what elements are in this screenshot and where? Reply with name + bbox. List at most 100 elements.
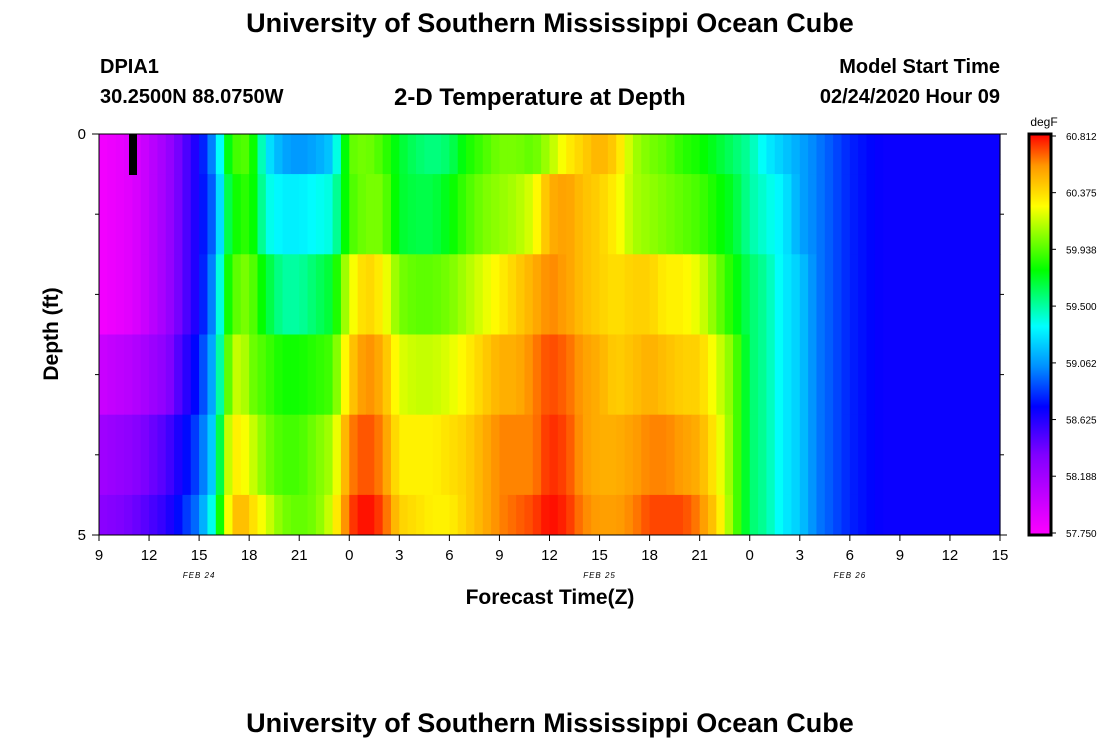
heatmap-cell <box>916 134 926 175</box>
heatmap-cell <box>349 134 359 175</box>
heatmap-cell <box>499 174 509 255</box>
heatmap-cell <box>791 134 801 175</box>
heatmap-cell <box>974 134 984 175</box>
heatmap-cell <box>858 414 868 496</box>
heatmap-cell <box>691 494 701 536</box>
heatmap-cell <box>599 254 609 335</box>
heatmap-cell <box>824 134 834 175</box>
heatmap-cell <box>282 414 292 496</box>
heatmap-cell <box>290 334 300 416</box>
heatmap-cell <box>257 414 267 496</box>
heatmap-cell <box>374 334 384 416</box>
heatmap-cell <box>624 414 634 496</box>
heatmap-cell <box>265 254 275 335</box>
heatmap-cell <box>949 134 959 175</box>
heatmap-cell <box>249 174 259 255</box>
heatmap-cell <box>474 174 484 255</box>
heatmap-cell <box>416 334 425 416</box>
heatmap-cell <box>699 494 709 536</box>
heatmap-cell <box>791 174 801 255</box>
heatmap-cell <box>282 134 292 175</box>
heatmap-cell <box>783 494 793 536</box>
heatmap-cell <box>841 334 851 416</box>
heatmap-cell <box>632 334 642 416</box>
heatmap-cell <box>265 134 275 175</box>
heatmap-cell <box>190 414 200 496</box>
heatmap-cell <box>532 414 542 496</box>
heatmap-cell <box>582 414 592 496</box>
heatmap-cell <box>541 414 551 496</box>
heatmap-cell <box>858 174 868 255</box>
heatmap-cell <box>307 414 317 496</box>
heatmap-cell <box>816 494 826 536</box>
heatmap-cell <box>766 494 776 536</box>
heatmap-cell <box>733 334 742 416</box>
heatmap-cell <box>908 254 918 335</box>
heatmap-cell <box>290 174 300 255</box>
heatmap-cell <box>566 414 576 496</box>
heatmap-cell <box>165 414 175 496</box>
heatmap-cell <box>199 494 209 536</box>
heatmap-cell <box>599 414 609 496</box>
heatmap-cell <box>482 174 492 255</box>
heatmap-cell <box>924 414 934 496</box>
heatmap-cell <box>215 254 225 335</box>
heatmap-cell <box>858 134 868 175</box>
heatmap-cell <box>524 134 534 175</box>
heatmap-cell <box>933 174 943 255</box>
heatmap-cell <box>541 494 551 536</box>
heatmap-cell <box>824 494 834 536</box>
heatmap-cell <box>808 254 818 335</box>
heatmap-cell <box>849 174 859 255</box>
heatmap-cell <box>315 254 325 335</box>
heatmap-cell <box>449 174 459 255</box>
heatmap-cell <box>182 254 192 335</box>
heatmap-cell <box>399 174 409 255</box>
heatmap-cell <box>315 174 325 255</box>
heatmap-cell <box>140 334 150 416</box>
heatmap-cell <box>407 254 417 335</box>
heatmap-cell <box>199 414 209 496</box>
x-tick-label: 15 <box>191 547 208 564</box>
heatmap-cell <box>365 134 375 175</box>
heatmap-cell <box>566 174 576 255</box>
heatmap-cell <box>174 414 184 496</box>
heatmap-cell <box>390 414 400 496</box>
heatmap-cell <box>949 494 959 536</box>
heatmap-cell <box>749 174 759 255</box>
heatmap-cell <box>699 134 709 175</box>
heatmap-cell <box>607 134 617 175</box>
heatmap-cell <box>457 174 467 255</box>
heatmap-cell <box>416 174 425 255</box>
heatmap-cell <box>107 494 117 536</box>
heatmap-cell <box>257 254 267 335</box>
heatmap-cell <box>115 334 125 416</box>
heatmap-cell <box>215 334 225 416</box>
heatmap-cell <box>457 494 467 536</box>
heatmap-cell <box>774 494 784 536</box>
heatmap-cell <box>249 494 259 536</box>
heatmap-cell <box>240 414 250 496</box>
heatmap-cell <box>182 134 192 175</box>
heatmap-cell <box>924 494 934 536</box>
heatmap-cell <box>874 494 884 536</box>
heatmap-cell <box>824 174 834 255</box>
heatmap-cell <box>758 254 767 335</box>
heatmap-cell <box>99 254 108 335</box>
heatmap-cell <box>441 494 450 536</box>
heatmap-cell <box>566 134 576 175</box>
heatmap-cell <box>149 174 158 255</box>
heatmap-cell <box>224 174 234 255</box>
heatmap-cell <box>649 174 659 255</box>
heatmap-cell <box>374 494 384 536</box>
heatmap-cell <box>574 494 584 536</box>
heatmap-cell <box>983 254 993 335</box>
heatmap-cell <box>724 414 734 496</box>
heatmap-cell <box>574 414 584 496</box>
heatmap-cell <box>516 414 526 496</box>
heatmap-cell <box>357 494 367 536</box>
heatmap-cell <box>666 134 676 175</box>
x-tick-label: 15 <box>591 547 608 564</box>
heatmap-cell <box>974 174 984 255</box>
heatmap-cell <box>874 334 884 416</box>
